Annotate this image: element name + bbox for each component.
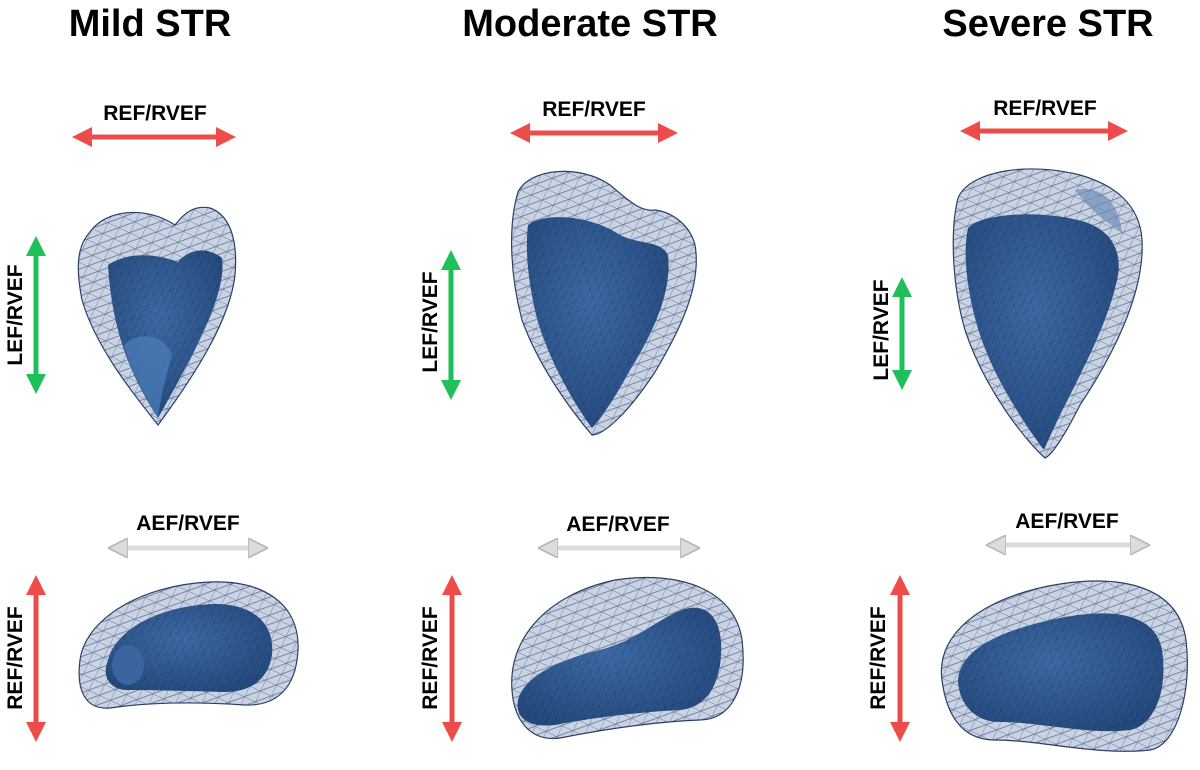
- arrow-label: LEF/RVEF: [419, 271, 442, 372]
- top-ventricle-mesh: [952, 168, 1143, 459]
- top-ventricle-mesh: [511, 170, 697, 436]
- bottom-horizontal-arrow: AEF/RVEF: [118, 512, 258, 548]
- top-ventricle-mesh: [77, 206, 237, 426]
- panel-mild: Mild STR REF/RVEF LEF/RVEF AEF/RVEF REF/…: [4, 3, 299, 742]
- top-vertical-arrow: LEF/RVEF: [419, 250, 461, 400]
- arrow-label: LEF/RVEF: [870, 279, 893, 380]
- arrow-label: AEF/RVEF: [566, 513, 670, 536]
- arrow-label: REF/RVEF: [867, 606, 890, 710]
- panel-moderate: Moderate STR REF/RVEF LEF/RVEF AEF/RVEF …: [419, 3, 744, 742]
- arrow-label: REF/RVEF: [419, 606, 442, 710]
- bottom-horizontal-arrow: AEF/RVEF: [996, 510, 1140, 545]
- bottom-vertical-arrow: REF/RVEF: [867, 575, 910, 742]
- arrow-label: REF/RVEF: [993, 97, 1097, 120]
- top-horizontal-arrow: REF/RVEF: [72, 102, 236, 147]
- bottom-ventricle-mesh: [78, 581, 299, 709]
- bottom-vertical-arrow: REF/RVEF: [419, 575, 462, 742]
- arrow-label: LEF/RVEF: [4, 264, 27, 365]
- bottom-horizontal-arrow: AEF/RVEF: [548, 513, 690, 548]
- arrow-label: AEF/RVEF: [136, 512, 240, 535]
- top-vertical-arrow: LEF/RVEF: [870, 277, 912, 390]
- top-vertical-arrow: LEF/RVEF: [4, 236, 46, 394]
- panel-title: Severe STR: [942, 3, 1153, 45]
- arrow-label: REF/RVEF: [4, 606, 27, 710]
- panel-title: Moderate STR: [462, 3, 717, 45]
- bottom-ventricle-mesh: [511, 576, 744, 740]
- bottom-ventricle-mesh: [940, 580, 1188, 752]
- panel-severe: Severe STR REF/RVEF LEF/RVEF AEF/RVEF RE…: [867, 3, 1188, 752]
- arrow-label: REF/RVEF: [542, 98, 646, 121]
- arrow-label: AEF/RVEF: [1015, 510, 1119, 533]
- top-horizontal-arrow: REF/RVEF: [510, 98, 678, 143]
- arrow-label: REF/RVEF: [103, 102, 207, 125]
- panel-title: Mild STR: [69, 3, 232, 45]
- top-horizontal-arrow: REF/RVEF: [960, 97, 1128, 141]
- bottom-vertical-arrow: REF/RVEF: [4, 575, 46, 742]
